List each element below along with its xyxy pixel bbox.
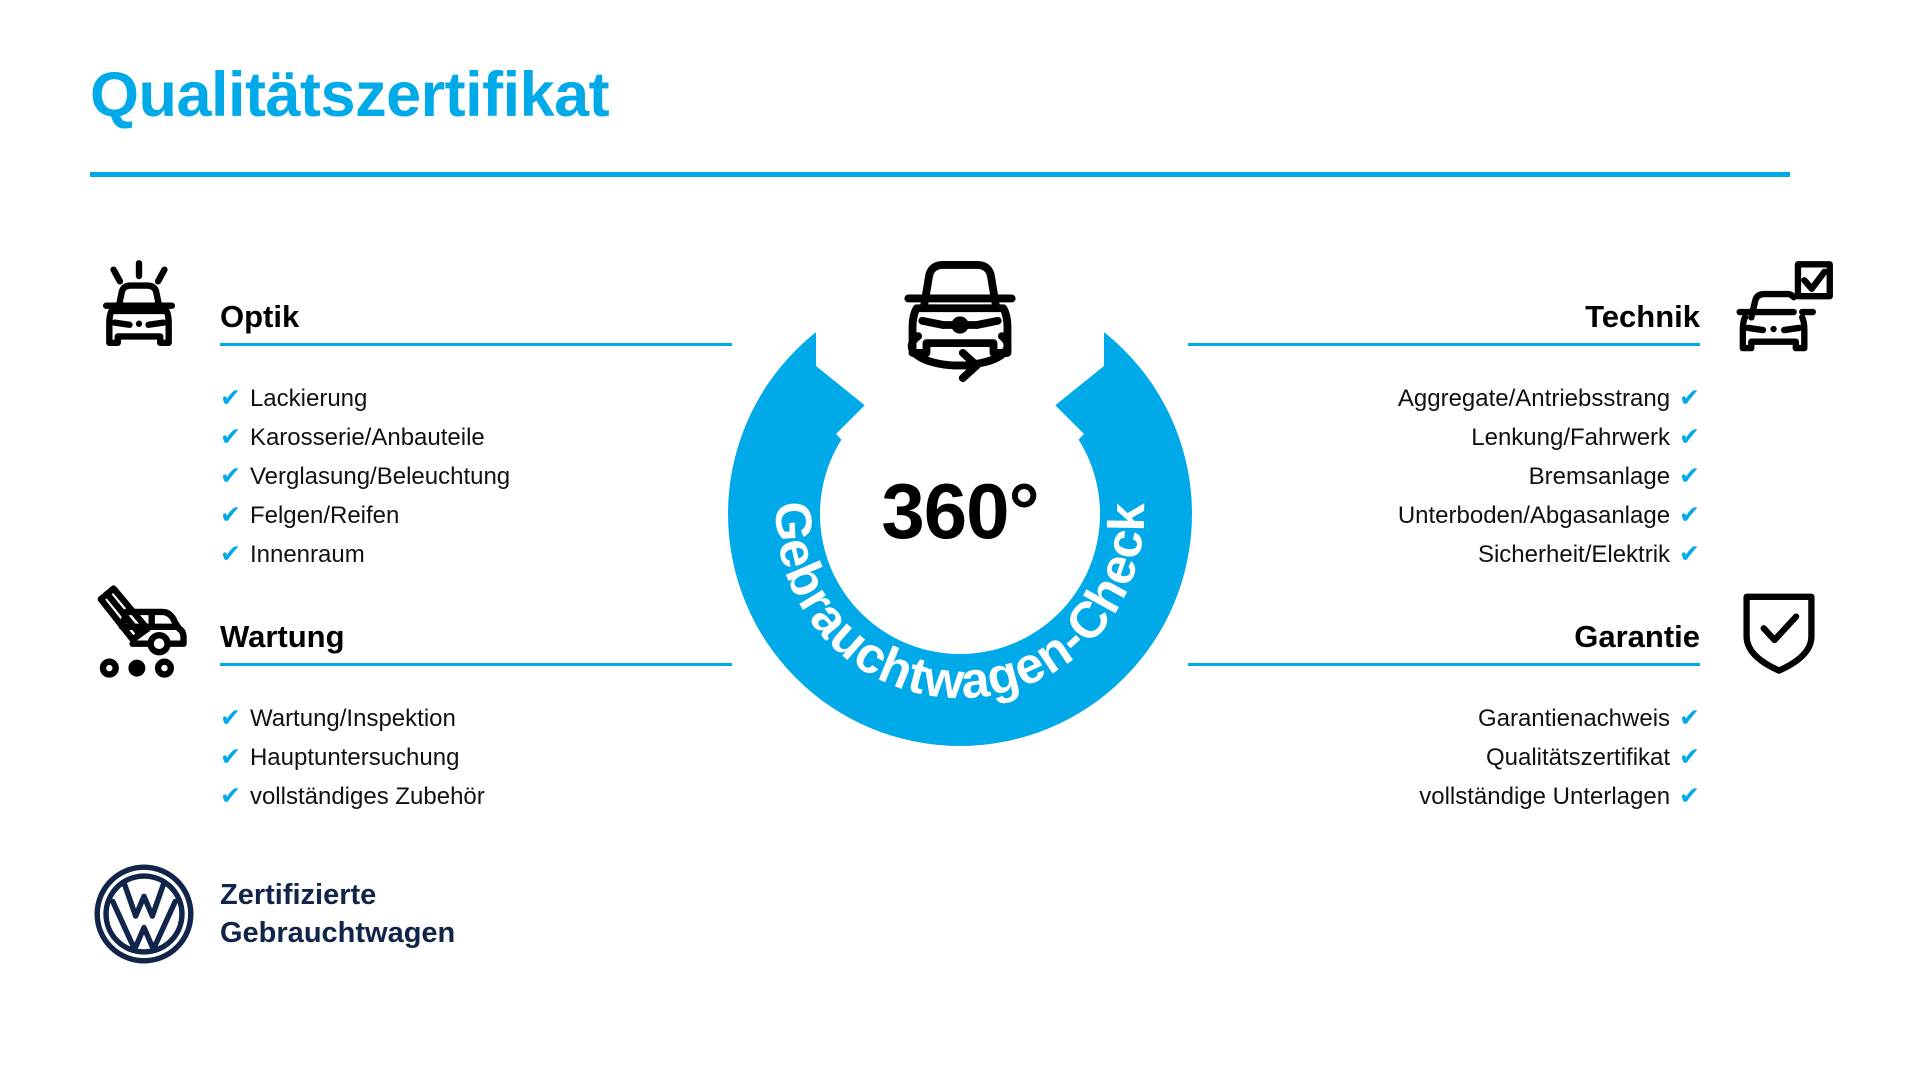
list-item-label: Aggregate/Antriebsstrang [1397,385,1671,412]
check-icon: ✔ [220,501,241,529]
section-technik: Technik Aggregate/Antriebsstrang ✔ Lenku… [1188,300,1700,574]
list-item: vollständige Unterlagen ✔ [1188,777,1700,816]
page-title: Qualitätszertifikat [90,60,610,130]
checklist-garantie: Garantienachweis ✔ Qualitätszertifikat ✔… [1188,699,1700,816]
shield-check-icon [1734,586,1824,676]
check-icon: ✔ [1679,704,1700,732]
checklist-wartung: ✔ Wartung/Inspektion ✔ Hauptuntersuchung… [220,699,732,816]
checklist-technik: Aggregate/Antriebsstrang ✔ Lenkung/Fahrw… [1188,379,1700,574]
title-divider [90,172,1790,177]
list-item-label: Garantienachweis [1477,705,1671,732]
check-icon: ✔ [220,462,241,490]
list-item-label: Unterboden/Abgasanlage [1397,502,1671,529]
check-icon: ✔ [1679,782,1700,810]
section-optik: Optik ✔ Lackierung ✔ Karosserie/Anbautei… [220,300,732,574]
checklist-optik: ✔ Lackierung ✔ Karosserie/Anbauteile ✔ V… [220,379,732,574]
list-item-label: Felgen/Reifen [249,502,400,529]
check-icon: ✔ [1679,423,1700,451]
check-icon: ✔ [1679,743,1700,771]
list-item: ✔ Lackierung [220,379,732,418]
brand-lockup: Zertifizierte Gebrauchtwagen [92,862,455,966]
list-item-label: Verglasung/Beleuchtung [249,463,511,490]
list-item-label: Lackierung [249,385,368,412]
brand-text: Zertifizierte Gebrauchtwagen [220,876,455,952]
car-front-checkbox-icon [1728,258,1834,364]
section-technik-divider [1188,343,1700,346]
list-item: ✔ Wartung/Inspektion [220,699,732,738]
brand-line-1: Zertifizierte [220,879,377,911]
list-item: Lenkung/Fahrwerk ✔ [1188,418,1700,457]
list-item: Aggregate/Antriebsstrang ✔ [1188,379,1700,418]
section-garantie: Garantie Garantienachweis ✔ Qualitätszer… [1188,620,1700,816]
check-icon: ✔ [220,782,241,810]
check-icon: ✔ [220,384,241,412]
section-garantie-divider [1188,663,1700,666]
list-item: ✔ Felgen/Reifen [220,496,732,535]
check-icon: ✔ [1679,384,1700,412]
list-item: ✔ Innenraum [220,535,732,574]
section-wartung-divider [220,663,732,666]
volkswagen-logo-icon [92,862,196,966]
list-item-label: Bremsanlage [1528,463,1671,490]
check-icon: ✔ [1679,540,1700,568]
check-icon: ✔ [220,704,241,732]
list-item-label: Lenkung/Fahrwerk [1471,424,1671,451]
section-garantie-title: Garantie [1574,619,1700,654]
list-item: Bremsanlage ✔ [1188,457,1700,496]
list-item-label: Karosserie/Anbauteile [249,424,485,451]
list-item: Qualitätszertifikat ✔ [1188,738,1700,777]
check-icon: ✔ [220,540,241,568]
list-item-label: Qualitätszertifikat [1485,744,1671,771]
brand-line-2: Gebrauchtwagen [220,917,456,949]
list-item: ✔ vollständiges Zubehör [220,777,732,816]
list-item: Unterboden/Abgasanlage ✔ [1188,496,1700,535]
section-technik-header: Technik [1188,300,1700,354]
list-item: ✔ Karosserie/Anbauteile [220,418,732,457]
section-optik-header: Optik [220,300,732,354]
section-garantie-header: Garantie [1188,620,1700,674]
list-item-label: Wartung/Inspektion [249,705,456,732]
list-item-label: Hauptuntersuchung [249,744,460,771]
check-icon: ✔ [1679,462,1700,490]
section-optik-divider [220,343,732,346]
pencil-car-service-icon [86,578,192,684]
section-wartung-header: Wartung [220,620,732,674]
section-technik-title: Technik [1585,299,1700,334]
list-item-label: vollständiges Zubehör [249,783,485,810]
check-icon: ✔ [1679,501,1700,529]
car-front-headlights-icon [86,258,192,364]
list-item: Garantienachweis ✔ [1188,699,1700,738]
list-item: Sicherheit/Elektrik ✔ [1188,535,1700,574]
car-rotate-360-icon [876,244,1044,392]
list-item: ✔ Hauptuntersuchung [220,738,732,777]
section-wartung-title: Wartung [220,619,345,654]
section-wartung: Wartung ✔ Wartung/Inspektion ✔ Hauptunte… [220,620,732,816]
list-item-label: vollständige Unterlagen [1419,783,1671,810]
check-icon: ✔ [220,743,241,771]
section-optik-title: Optik [220,299,300,334]
list-item-label: Sicherheit/Elektrik [1477,541,1671,568]
check-icon: ✔ [220,423,241,451]
list-item-label: Innenraum [249,541,365,568]
list-item: ✔ Verglasung/Beleuchtung [220,457,732,496]
badge-360-gebrauchtwagen-check: Gebrauchtwagen-Check 360° [728,261,1192,746]
